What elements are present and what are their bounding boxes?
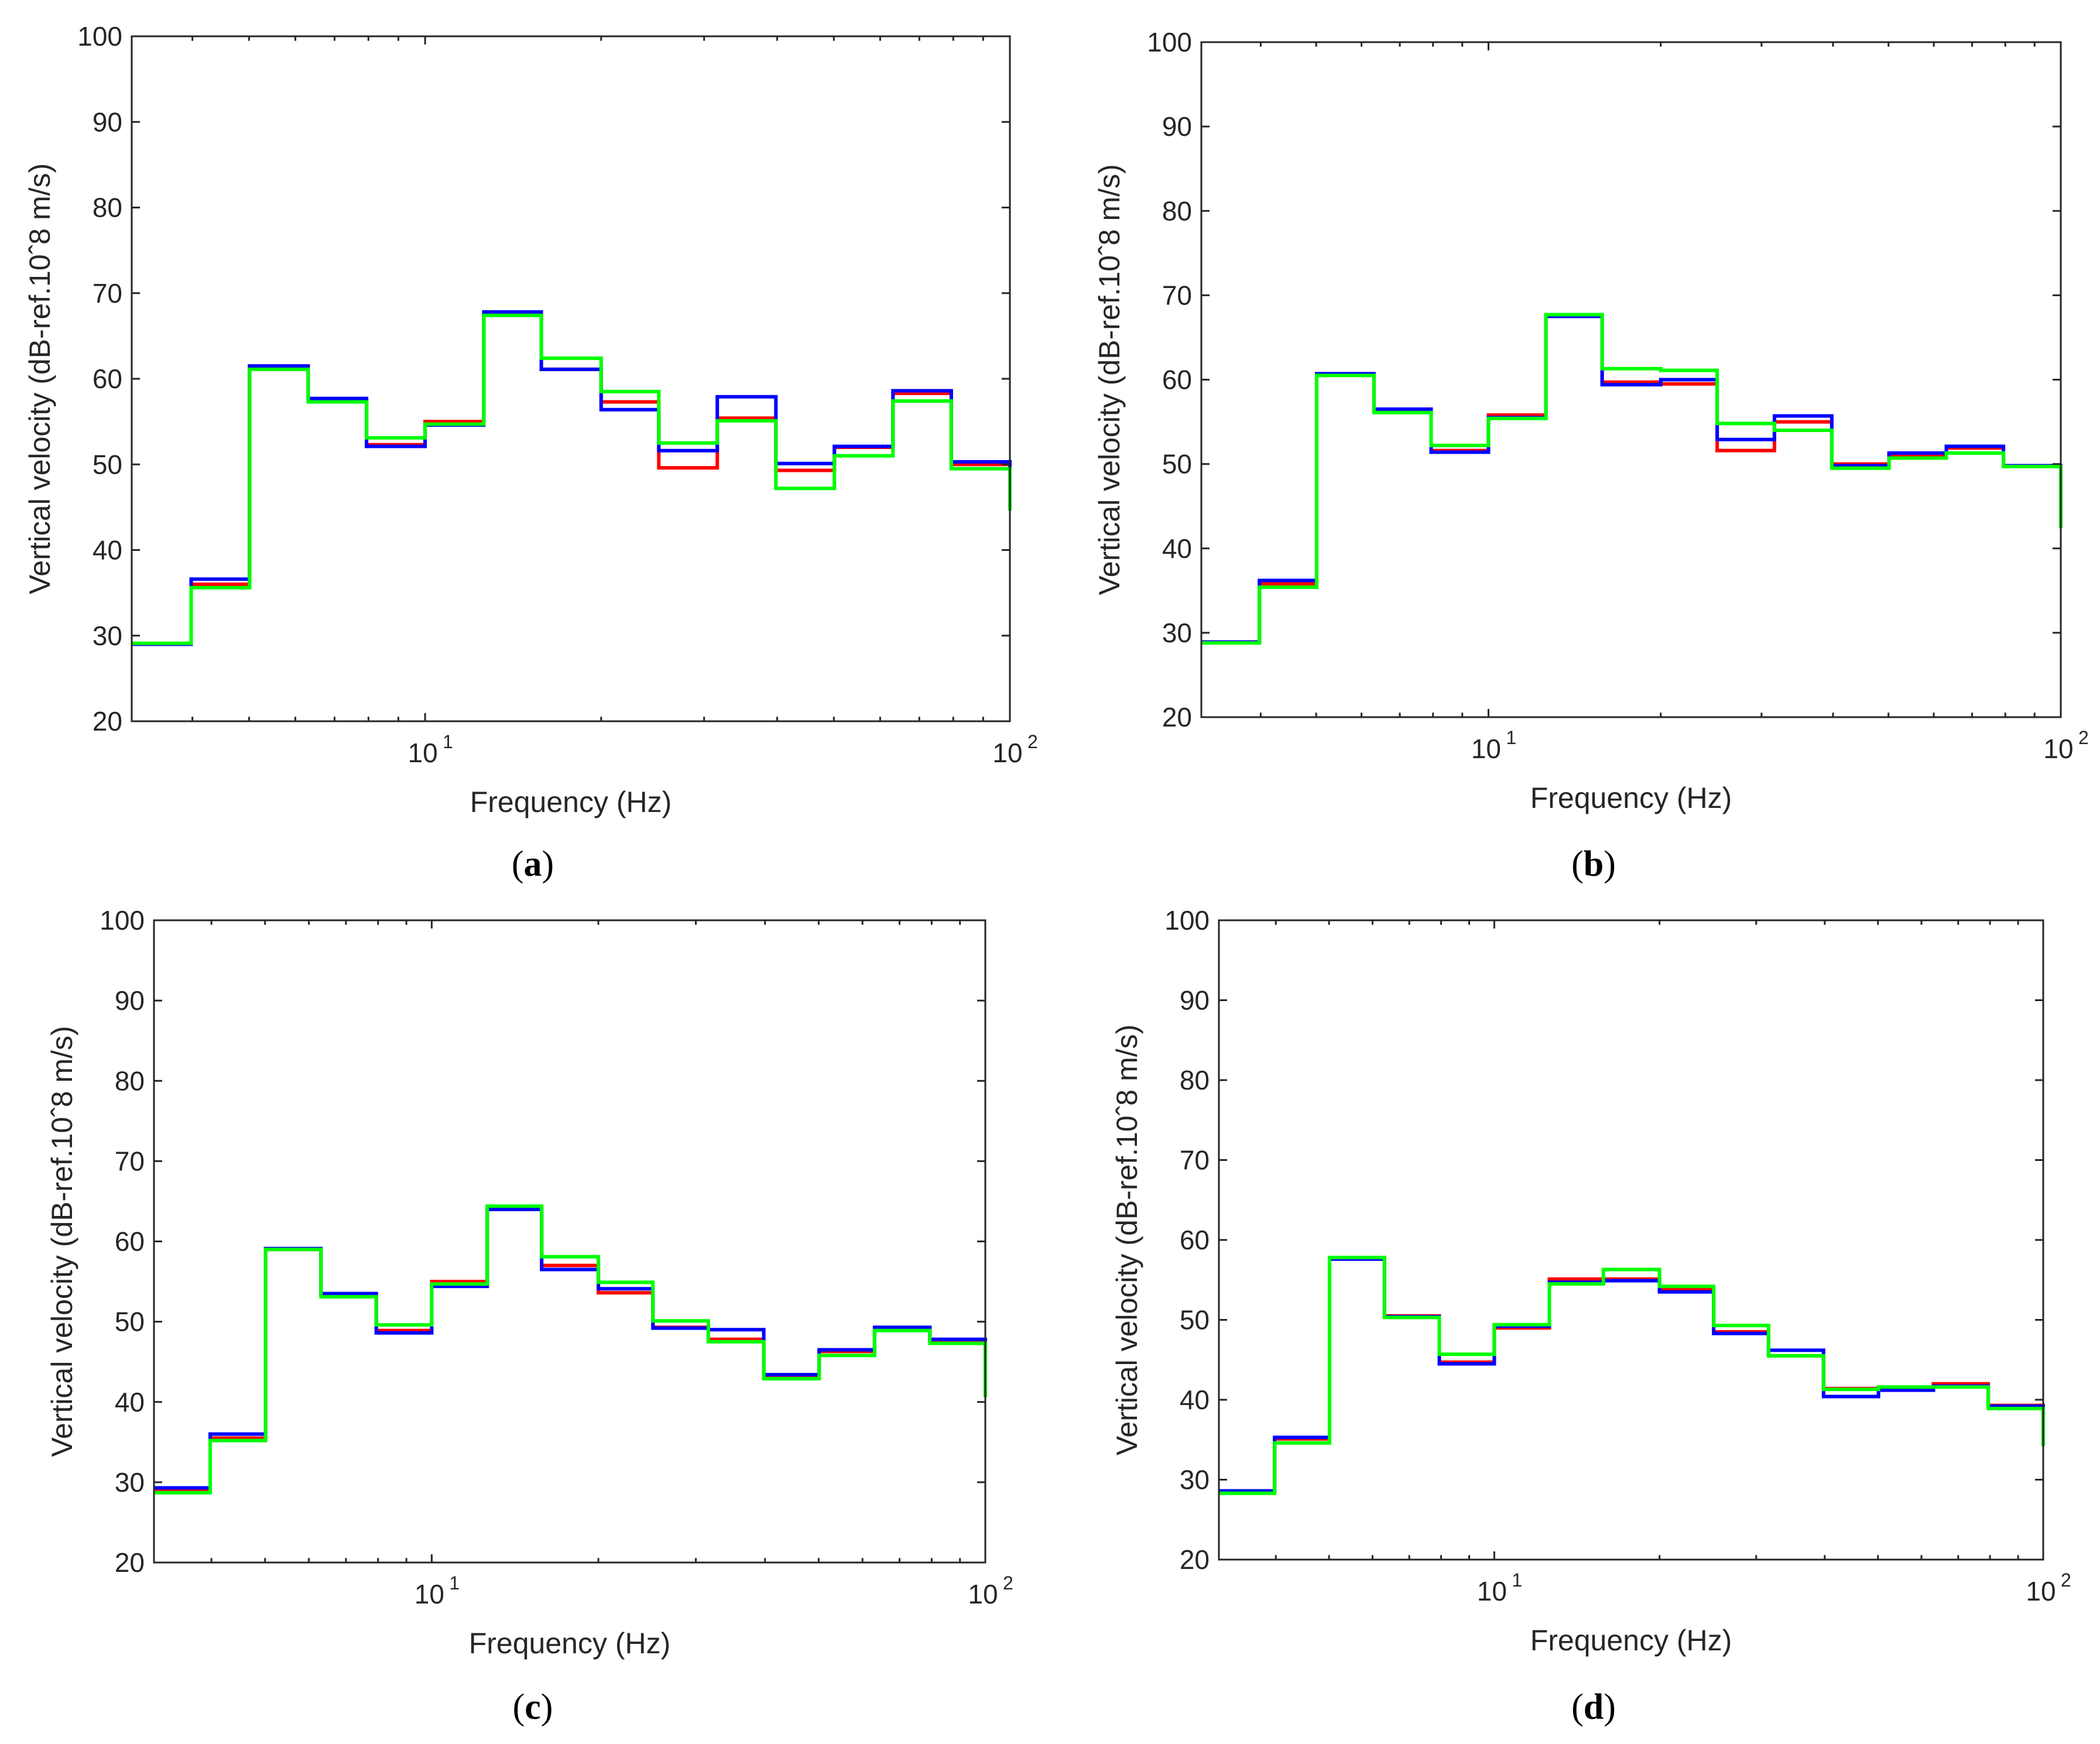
y-tick-label: 70 (1180, 1145, 1210, 1176)
x-axis-label: Frequency (Hz) (1530, 1624, 1732, 1657)
y-tick-label: 30 (1180, 1465, 1210, 1495)
x-tick-label: 10 (968, 1579, 998, 1609)
plot-area (1219, 920, 2043, 1560)
y-tick-label: 90 (93, 107, 122, 137)
x-tick-label-exponent: 1 (1512, 1570, 1522, 1591)
y-axis-label: Vertical velocity (dB-ref.10ˆ8 m/s) (46, 1026, 78, 1457)
x-tick-label-exponent: 1 (1506, 727, 1516, 748)
y-tick-label: 70 (115, 1146, 145, 1176)
y-tick-label: 50 (1162, 449, 1192, 479)
y-tick-label: 50 (93, 449, 122, 479)
y-tick-label: 20 (1180, 1544, 1210, 1575)
series-line-green (132, 313, 1012, 645)
y-tick-label: 50 (115, 1307, 145, 1337)
x-tick-label-exponent: 2 (2078, 727, 2089, 748)
x-tick-label: 10 (2043, 734, 2073, 764)
x-axis-label: Frequency (Hz) (470, 786, 672, 818)
y-tick-label: 90 (1162, 111, 1192, 142)
x-axis-label: Frequency (Hz) (1530, 782, 1732, 814)
y-tick-label: 20 (115, 1547, 145, 1578)
y-tick-label: 90 (1180, 985, 1210, 1016)
y-tick-label: 40 (1162, 533, 1192, 564)
y-tick-label: 20 (1162, 702, 1192, 732)
x-tick-label-exponent: 2 (2061, 1570, 2071, 1591)
series-line-green (1219, 1256, 2045, 1495)
y-tick-label: 100 (77, 21, 122, 52)
y-tick-label: 40 (93, 535, 122, 566)
y-tick-label: 100 (1147, 27, 1192, 57)
x-tick-label: 10 (1471, 734, 1501, 764)
plot-area (132, 36, 1010, 721)
y-tick-label: 50 (1180, 1305, 1210, 1335)
y-axis-label: Vertical velocity (dB-ref.10ˆ8 m/s) (1111, 1025, 1143, 1455)
y-axis-label: Vertical velocity (dB-ref.10ˆ8 m/s) (23, 163, 56, 594)
x-axis-label: Frequency (Hz) (469, 1627, 671, 1660)
y-tick-label: 80 (93, 193, 122, 223)
y-tick-label: 20 (93, 706, 122, 736)
y-tick-label: 80 (1180, 1065, 1210, 1095)
y-tick-label: 60 (115, 1226, 145, 1257)
y-tick-label: 30 (93, 621, 122, 651)
y-tick-label: 60 (93, 364, 122, 394)
y-tick-label: 70 (93, 278, 122, 309)
y-tick-label: 30 (115, 1467, 145, 1498)
x-tick-label-exponent: 2 (1003, 1572, 1013, 1594)
y-tick-label: 80 (1162, 196, 1192, 226)
y-tick-label: 90 (115, 985, 145, 1016)
x-tick-label-exponent: 2 (1027, 731, 1038, 752)
x-tick-label-exponent: 1 (443, 731, 453, 752)
panel-caption: (a) (512, 844, 554, 884)
y-axis-label: Vertical velocity (dB-ref.10ˆ8 m/s) (1093, 164, 1126, 595)
y-tick-label: 100 (1164, 905, 1210, 936)
x-tick-label: 10 (1477, 1576, 1507, 1606)
series-line-green (1201, 313, 2063, 645)
y-tick-label: 80 (115, 1065, 145, 1096)
y-tick-label: 40 (1180, 1385, 1210, 1415)
plot-area (154, 920, 985, 1563)
plot-area (1201, 42, 2061, 717)
panel-caption: (c) (513, 1687, 553, 1727)
series-line-green (154, 1204, 987, 1495)
x-tick-label: 10 (992, 738, 1022, 768)
x-tick-label: 10 (414, 1579, 444, 1609)
y-tick-label: 40 (115, 1387, 145, 1417)
x-tick-label: 10 (2026, 1576, 2056, 1606)
y-tick-label: 30 (1162, 618, 1192, 648)
x-tick-label: 10 (408, 738, 438, 768)
y-tick-label: 100 (100, 905, 145, 936)
y-tick-label: 70 (1162, 280, 1192, 310)
x-tick-label-exponent: 1 (449, 1572, 460, 1594)
panel-caption: (d) (1571, 1687, 1616, 1727)
y-tick-label: 60 (1180, 1225, 1210, 1255)
panel-caption: (b) (1571, 844, 1616, 884)
y-tick-label: 60 (1162, 365, 1192, 395)
